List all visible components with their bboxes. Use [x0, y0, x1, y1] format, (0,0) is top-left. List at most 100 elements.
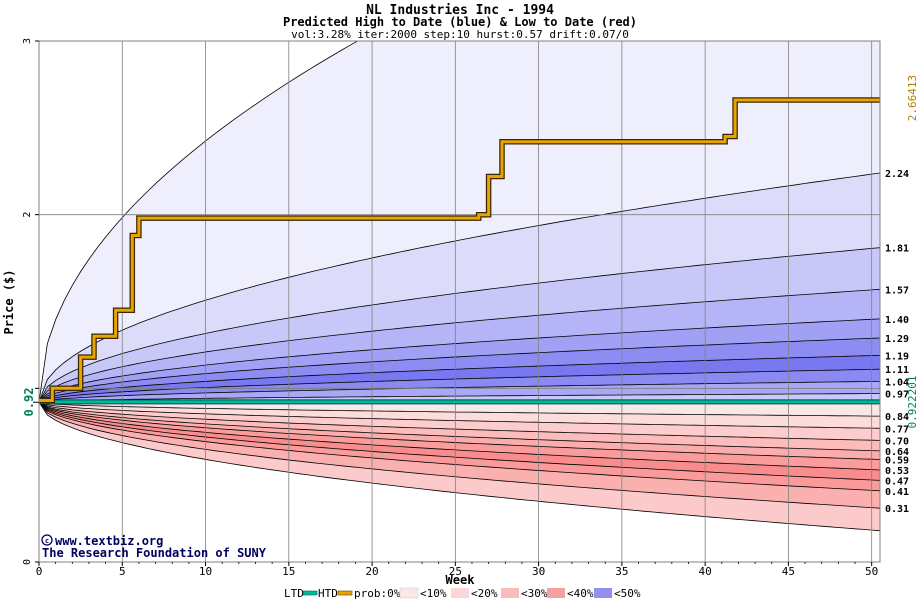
- lower-band: [39, 402, 880, 470]
- legend-ltd-swatch: [302, 590, 318, 596]
- chart-subtitle: Predicted High to Date (blue) & Low to D…: [283, 15, 637, 29]
- quantile-line: [39, 401, 880, 460]
- quantile-label: 0.70: [885, 436, 909, 447]
- lower-band: [39, 402, 880, 441]
- quantile-label: 1.57: [885, 285, 909, 296]
- legend-item-1: <20%: [471, 587, 498, 600]
- quantile-labels: 2.24 1.81 1.57 1.40 1.29 1.19 1.111.04 0.97 0.84…: [885, 169, 909, 515]
- legend-ltd-label: LTD: [284, 587, 304, 600]
- lower-band: [39, 402, 880, 417]
- high-to-date-final-label: 2.66413: [906, 75, 919, 121]
- quantile-line: [39, 318, 880, 403]
- y-axis-ticks: 0 2 3: [22, 38, 39, 565]
- series-lines: [39, 97, 880, 405]
- x-tick-label: 10: [199, 565, 212, 578]
- quantile-line: [39, 337, 880, 403]
- x-tick-label: 25: [449, 565, 462, 578]
- upper-band: [39, 173, 880, 403]
- quantile-label: 2.24: [885, 169, 909, 180]
- quantile-label: 0.53: [885, 466, 909, 477]
- watermark-url: www.textbiz.org: [55, 534, 163, 548]
- copyright-icon-glyph: c: [45, 537, 49, 545]
- quantile-label: 1.29: [885, 334, 909, 345]
- quantile-line: [39, 247, 880, 403]
- high-to-date-line: [39, 98, 880, 402]
- lower-band: [39, 402, 880, 460]
- quantile-line: [39, 401, 880, 532]
- x-tick-label: 35: [615, 565, 628, 578]
- legend-htd-label: HTD: [318, 587, 338, 600]
- upper-band: [39, 369, 880, 403]
- x-tick-label: 0: [36, 565, 43, 578]
- probability-bands: [39, 41, 880, 531]
- lower-band: [39, 402, 880, 429]
- lower-band: [39, 402, 880, 531]
- watermark: c www.textbiz.org The Research Foundatio…: [41, 534, 267, 560]
- legend-item-4: <50%: [614, 587, 641, 600]
- quantile-label: 0.97: [885, 390, 909, 401]
- lower-band: [39, 402, 880, 481]
- quantile-label: 0.59: [885, 456, 909, 467]
- quantile-line: [39, 354, 880, 403]
- x-tick-label: 15: [282, 565, 295, 578]
- quantile-label: 1.81: [885, 244, 909, 255]
- x-tick-label: 50: [865, 565, 878, 578]
- quantile-line: [39, 381, 880, 403]
- legend-prob-label: prob:0%: [354, 587, 401, 600]
- legend: LTD HTD prob:0% <10% <20% <30% <40% <50%: [284, 587, 641, 600]
- upper-band: [39, 338, 880, 403]
- plot-frame: [38, 40, 881, 563]
- lower-band: [39, 402, 880, 491]
- quantile-lines: [39, 41, 880, 532]
- upper-band: [39, 381, 880, 403]
- quantile-line: [39, 401, 880, 509]
- quantile-line: [39, 172, 880, 403]
- quantile-label: 0.47: [885, 476, 909, 487]
- x-tick-label: 5: [119, 565, 126, 578]
- x-axis-label: Week: [446, 573, 476, 587]
- quantile-line: [39, 393, 880, 403]
- quantile-label: 0.64: [885, 447, 909, 458]
- quantile-label: 0.41: [885, 487, 909, 498]
- legend-item-0: <10%: [420, 587, 447, 600]
- quantile-label: 0.77: [885, 424, 909, 435]
- upper-band: [39, 318, 880, 403]
- quantile-line: [39, 41, 359, 403]
- quantile-label: 0.84: [885, 412, 909, 423]
- legend-item-3: <40%: [567, 587, 594, 600]
- x-axis-ticks: 0 5 10 15 20 25 30 35 40 45 50: [36, 562, 878, 578]
- grid: [39, 41, 880, 562]
- quantile-label: 0.31: [885, 504, 909, 515]
- quantile-label: 1.04: [885, 377, 909, 388]
- low-to-date-final-label: 0.922201: [906, 376, 919, 429]
- quantile-line: [39, 288, 880, 403]
- chart-title: NL Industries Inc - 1994: [366, 3, 554, 18]
- y-axis-label: Price ($): [2, 269, 16, 334]
- legend-swatch-0: [399, 587, 419, 599]
- legend-swatch-1: [451, 588, 469, 598]
- quantile-label: 1.40: [885, 315, 909, 326]
- lower-band: [39, 402, 880, 451]
- x-tick-label: 20: [365, 565, 378, 578]
- quantile-label: 1.19: [885, 351, 909, 362]
- quantile-line: [39, 401, 880, 492]
- legend-htd-swatch: [337, 590, 353, 596]
- quantile-label: 1.11: [885, 365, 909, 376]
- y-tick-label: 2: [22, 212, 33, 218]
- legend-swatch-3: [547, 588, 565, 598]
- chart-params: vol:3.28% iter:2000 step:10 hurst:0.57 d…: [291, 28, 629, 41]
- quantile-line: [39, 401, 880, 452]
- quantile-line: [39, 401, 880, 429]
- quantile-line: [39, 401, 880, 471]
- y-tick-label: 3: [22, 38, 33, 44]
- lower-band: [39, 402, 880, 509]
- legend-swatch-4: [594, 588, 612, 598]
- copyright-icon: [41, 534, 53, 546]
- upper-band: [39, 41, 880, 403]
- legend-item-2: <30%: [521, 587, 548, 600]
- quantile-line: [39, 401, 880, 441]
- quantile-line: [39, 401, 880, 417]
- legend-swatch-2: [501, 588, 519, 598]
- y-tick-label: 0: [22, 559, 33, 565]
